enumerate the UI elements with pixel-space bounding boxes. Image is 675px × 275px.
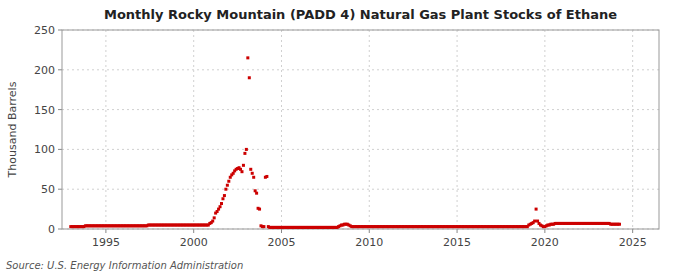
- x-tick-label: 2005: [267, 236, 295, 249]
- point: [240, 170, 243, 173]
- point: [251, 172, 254, 175]
- y-tick-label: 200: [34, 64, 55, 77]
- y-tick-label: 100: [34, 143, 55, 156]
- x-grid-line: [193, 30, 194, 229]
- y-grid-line: [62, 189, 659, 190]
- points: [69, 56, 621, 229]
- chart-svg: 0 50 100 150 200 250 1995 2000 2005 2010 2015 2020 2…: [0, 0, 675, 275]
- point: [219, 205, 222, 208]
- y-tick: [58, 30, 62, 31]
- x-tick: [544, 229, 545, 233]
- y-tick-label: 50: [41, 183, 55, 196]
- chart-container: 0 50 100 150 200 250 1995 2000 2005 2010 2015 2020 2…: [0, 0, 675, 275]
- x-tick: [632, 229, 633, 233]
- point: [265, 175, 268, 178]
- point: [533, 220, 536, 223]
- y-tick: [58, 109, 62, 110]
- point: [223, 194, 226, 197]
- title: Monthly Rocky Mountain (PADD 4) Natural …: [104, 7, 617, 22]
- x-tick: [457, 229, 458, 233]
- point: [249, 168, 252, 171]
- x-grid-line: [544, 30, 545, 229]
- x-tick: [193, 229, 194, 233]
- point: [262, 225, 265, 228]
- x-tick: [281, 229, 282, 233]
- y-grid-line: [62, 109, 659, 110]
- x-tick: [369, 229, 370, 233]
- point: [245, 148, 248, 151]
- x-grid-line: [281, 30, 282, 229]
- x-tick-label: 1995: [92, 236, 120, 249]
- source-note: Source: U.S. Energy Information Administ…: [6, 260, 243, 271]
- x-tick-label: 2020: [531, 236, 559, 249]
- point: [242, 164, 245, 167]
- point: [220, 202, 223, 205]
- y-tick-label: 150: [34, 104, 55, 117]
- y-grid-line: [62, 149, 659, 150]
- point: [226, 184, 229, 187]
- x-tick-label: 2025: [619, 236, 647, 249]
- point: [246, 56, 249, 59]
- y-tick: [58, 229, 62, 230]
- x-grid-line: [105, 30, 106, 229]
- point: [211, 220, 214, 223]
- y-axis-label: Thousand Barrels: [6, 81, 19, 178]
- point: [248, 76, 251, 79]
- point: [213, 216, 216, 219]
- x-tick-label: 2010: [355, 236, 383, 249]
- point: [243, 152, 246, 155]
- y-grid-line: [62, 69, 659, 70]
- grid: [62, 30, 659, 229]
- point: [255, 192, 258, 195]
- x-grid-line: [369, 30, 370, 229]
- y-tick: [58, 149, 62, 150]
- x-grid-line: [457, 30, 458, 229]
- plot-frame: [62, 30, 659, 229]
- point: [224, 188, 227, 191]
- x-tick-label: 2015: [443, 236, 471, 249]
- point: [221, 197, 224, 200]
- point: [258, 208, 261, 211]
- point: [227, 180, 230, 183]
- point: [535, 208, 538, 211]
- point: [252, 176, 255, 179]
- y-tick-label: 0: [48, 223, 55, 236]
- point: [618, 223, 621, 226]
- x-tick: [105, 229, 106, 233]
- y-tick: [58, 69, 62, 70]
- plot-background: [62, 30, 659, 229]
- y-tick: [58, 189, 62, 190]
- x-grid-line: [632, 30, 633, 229]
- axes: 0 50 100 150 200 250 1995 2000 2005 2010 2015 2020 2…: [34, 24, 659, 249]
- x-tick-label: 2000: [180, 236, 208, 249]
- y-tick-label: 250: [34, 24, 55, 37]
